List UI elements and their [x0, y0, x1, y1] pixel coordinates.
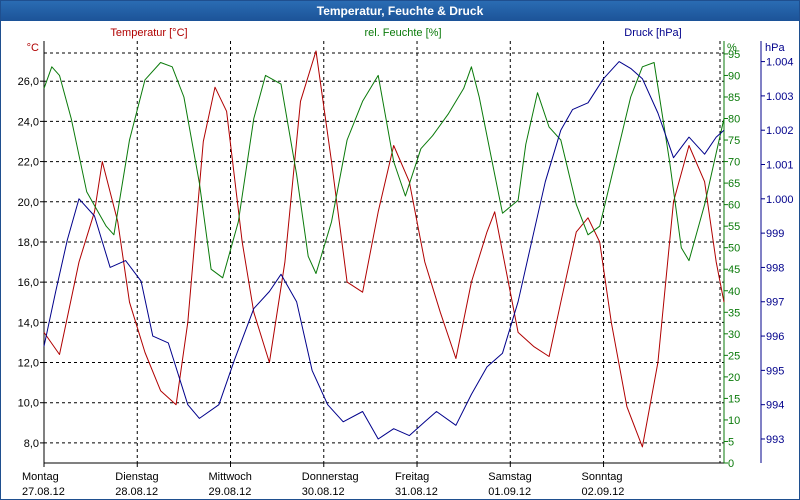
- pressure-tick-label: 1.003: [766, 91, 794, 103]
- day-name-label: Mittwoch: [209, 471, 252, 483]
- pressure-tick-label: 999: [766, 228, 784, 240]
- pressure-unit: hPa: [765, 42, 785, 54]
- humidity-tick-label: 50: [728, 243, 740, 255]
- humidity-tick-label: 10: [728, 415, 740, 427]
- humidity-line: [43, 62, 725, 279]
- temperature-tick-label: 20,0: [18, 197, 39, 209]
- humidity-tick-label: 45: [728, 264, 740, 276]
- day-date-label: 31.08.12: [395, 486, 438, 498]
- humidity-tick-label: 15: [728, 393, 740, 405]
- humidity-tick-label: 95: [728, 49, 740, 61]
- temperature-tick-label: 22,0: [18, 157, 39, 169]
- day-date-label: 29.08.12: [209, 486, 252, 498]
- temperature-line: [43, 50, 725, 448]
- humidity-tick-label: 30: [728, 329, 740, 341]
- humidity-tick-label: 90: [728, 70, 740, 82]
- day-date-label: 30.08.12: [302, 486, 345, 498]
- humidity-tick-label: 80: [728, 114, 740, 126]
- weather-chart: 8,0 10,0 12,0 14,0 16,0 18,0 20,0 22,0 24,0 26,0 °…: [18, 27, 794, 498]
- pressure-tick-label: 997: [766, 297, 784, 309]
- pressure-tick-label: 996: [766, 331, 784, 343]
- humidity-tick-label: 40: [728, 286, 740, 298]
- humidity-tick-label: 60: [728, 200, 740, 212]
- temperature-tick-label: 14,0: [18, 317, 39, 329]
- pressure-tick-label: 1.000: [766, 194, 794, 206]
- temperature-tick-label: 12,0: [18, 358, 39, 370]
- pressure-line: [43, 61, 725, 440]
- temperature-tick-label: 16,0: [18, 277, 39, 289]
- temperature-unit: °C: [27, 42, 39, 54]
- temperature-tick-label: 18,0: [18, 237, 39, 249]
- pressure-tick-label: 998: [766, 262, 784, 274]
- pressure-tick-label: 1.002: [766, 125, 794, 137]
- day-name-label: Freitag: [395, 471, 429, 483]
- pressure-tick-label: 994: [766, 400, 784, 412]
- temperature-tick-label: 8,0: [24, 438, 39, 450]
- day-name-label: Dienstag: [115, 471, 158, 483]
- day-name-label: Sonntag: [582, 471, 623, 483]
- pressure-tick-label: 1.004: [766, 57, 794, 69]
- chart-title: Temperatur, Feuchte & Druck: [1, 1, 799, 21]
- temperature-tick-label: 24,0: [18, 116, 39, 128]
- day-name-label: Samstag: [488, 471, 531, 483]
- pressure-legend: Druck [hPa]: [624, 27, 681, 39]
- humidity-tick-label: 75: [728, 135, 740, 147]
- day-name-label: Donnerstag: [302, 471, 359, 483]
- temperature-legend: Temperatur [°C]: [110, 27, 187, 39]
- humidity-tick-label: 35: [728, 307, 740, 319]
- pressure-tick-label: 995: [766, 365, 784, 377]
- humidity-unit: %: [727, 42, 737, 54]
- day-date-label: 02.09.12: [582, 486, 625, 498]
- humidity-tick-label: 85: [728, 92, 740, 104]
- humidity-legend: rel. Feuchte [%]: [364, 27, 441, 39]
- pressure-tick-label: 993: [766, 434, 784, 446]
- humidity-tick-label: 20: [728, 372, 740, 384]
- day-date-label: 28.08.12: [115, 486, 158, 498]
- temperature-tick-label: 26,0: [18, 76, 39, 88]
- humidity-tick-label: 65: [728, 178, 740, 190]
- day-date-label: 27.08.12: [22, 486, 65, 498]
- day-date-label: 01.09.12: [488, 486, 531, 498]
- plot-area: [44, 41, 724, 463]
- humidity-tick-label: 5: [728, 436, 734, 448]
- humidity-tick-label: 70: [728, 157, 740, 169]
- humidity-tick-label: 55: [728, 221, 740, 233]
- humidity-tick-label: 25: [728, 350, 740, 362]
- temperature-tick-label: 10,0: [18, 398, 39, 410]
- day-name-label: Montag: [22, 471, 59, 483]
- humidity-tick-label: 0: [728, 458, 734, 470]
- pressure-tick-label: 1.001: [766, 160, 794, 172]
